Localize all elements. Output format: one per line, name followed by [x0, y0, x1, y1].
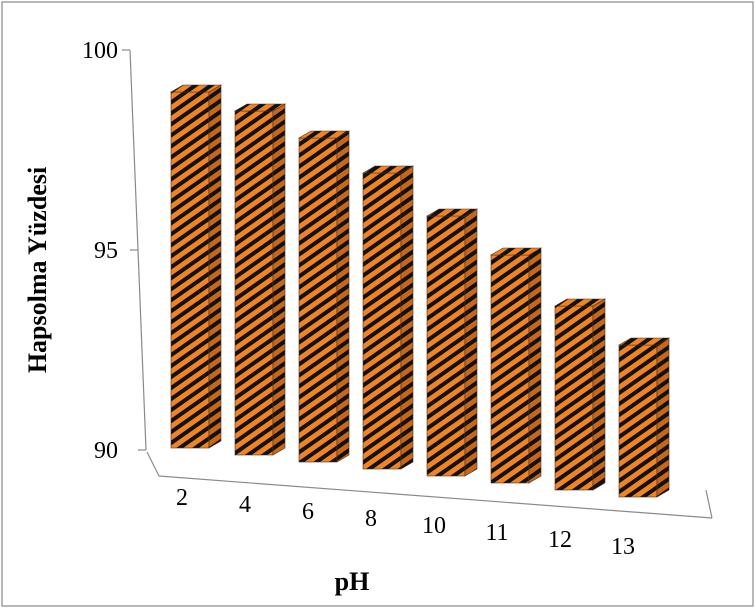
floor-right-edge [705, 489, 713, 519]
bar [617, 337, 671, 498]
floor-left-edge [146, 451, 160, 477]
bar-front-face [618, 344, 658, 498]
bar-front-face [362, 172, 402, 470]
y-tick-label: 90 [94, 438, 118, 464]
bar-front-face [170, 91, 210, 449]
bars-layer [169, 84, 671, 498]
bar-side-face [528, 247, 542, 484]
bar-top-face [553, 298, 607, 307]
bar-front-face [298, 137, 338, 463]
bar-side-face [336, 130, 350, 463]
bar-side-face [272, 103, 286, 456]
bar-side-face [208, 84, 222, 449]
bar-side-face [464, 208, 478, 477]
axes [122, 49, 713, 519]
bar-top-face [617, 337, 671, 346]
bar-top-face [489, 247, 543, 256]
bar-top-face [361, 165, 415, 174]
x-tick-label: 13 [611, 534, 635, 560]
x-tick-label: 2 [176, 485, 188, 511]
y-axis-title: Hapsolma Yüzdesi [23, 167, 52, 373]
bar-front-face [554, 305, 594, 491]
bar-front-face [234, 110, 274, 456]
bar-top-face [297, 130, 351, 139]
x-tick-label: 6 [302, 499, 314, 525]
x-tick-label: 4 [239, 492, 251, 518]
y-tick-label: 100 [82, 38, 118, 64]
x-axis-title: pH [335, 567, 370, 596]
bar-front-face [490, 254, 530, 484]
bar [489, 247, 543, 484]
bar-top-face [425, 208, 479, 217]
bar [297, 130, 351, 463]
bar-side-face [592, 298, 606, 491]
x-axis-line [158, 475, 713, 519]
bar [233, 103, 287, 456]
x-tick-label: 12 [548, 527, 572, 553]
x-tick-label: 8 [365, 506, 377, 532]
bar [425, 208, 479, 477]
bar-front-face [426, 215, 466, 477]
bar-top-face [169, 84, 223, 93]
y-tick-label: 95 [94, 238, 118, 264]
bar [361, 165, 415, 470]
bar-side-face [656, 337, 670, 498]
y-tick-labels: 90 95 100 [82, 38, 118, 464]
bar-side-face [400, 165, 414, 470]
bar [169, 84, 223, 449]
x-tick-label: 11 [485, 520, 508, 546]
x-tick-labels: 2 4 6 8 10 11 12 13 [176, 485, 635, 560]
bar-top-face [233, 103, 287, 112]
x-tick-label: 10 [422, 513, 446, 539]
bar [553, 298, 607, 491]
